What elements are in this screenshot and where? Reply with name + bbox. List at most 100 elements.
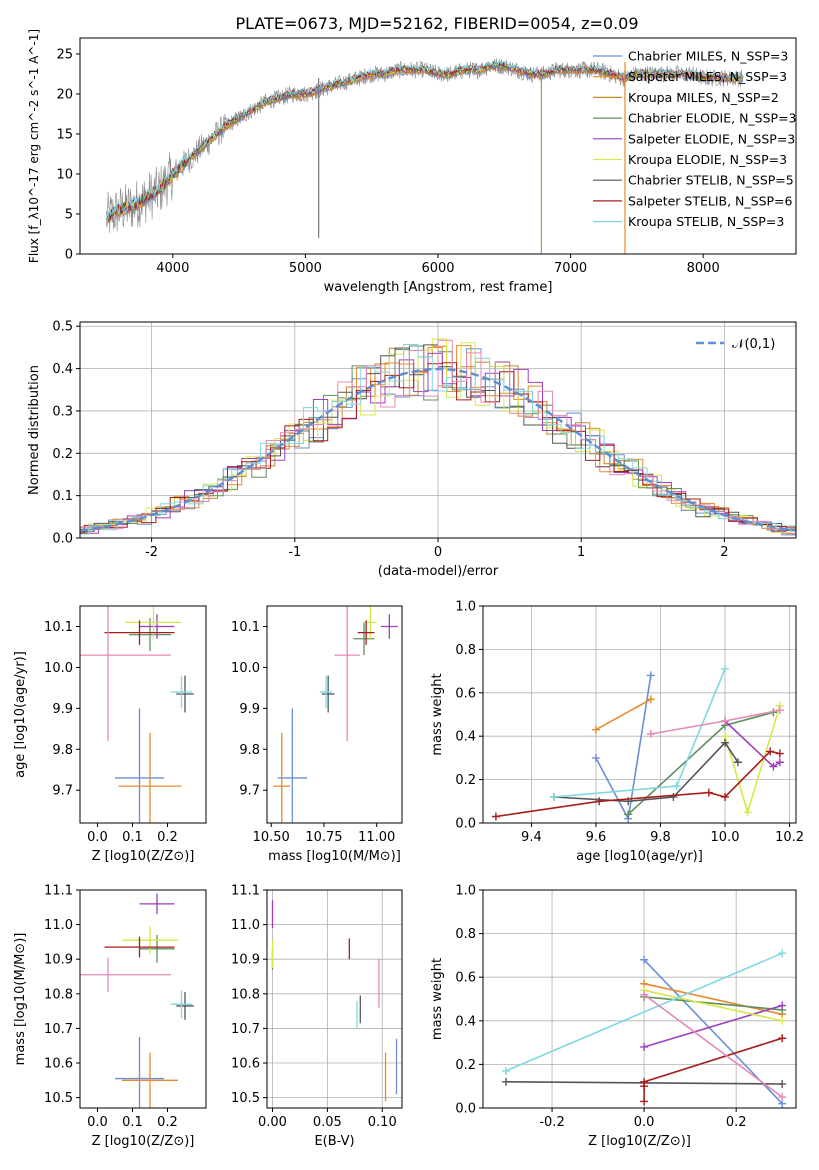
y-tick-label: 0.1 — [52, 489, 73, 504]
x-tick-label: -0.2 — [539, 1115, 564, 1130]
y-tick-label: 9.7 — [52, 784, 73, 799]
y-tick-label: 10.6 — [44, 1057, 73, 1072]
x-tick-label: -2 — [145, 545, 158, 560]
plus-marker — [721, 664, 730, 673]
axes-frame — [266, 889, 403, 1109]
plus-marker — [640, 1077, 649, 1086]
x-tick-label: 0.2 — [157, 1115, 178, 1130]
plus-marker — [704, 788, 713, 797]
x-tick-label: 0.2 — [157, 830, 178, 845]
legend-label: Kroupa ELODIE, N_SSP=3 — [628, 152, 787, 167]
y-axis-label: mass [log10(M/M⊙)] — [13, 933, 28, 1066]
y-tick-label: 25 — [56, 48, 73, 63]
plus-marker — [669, 792, 678, 801]
y-tick-label: 5 — [65, 208, 73, 223]
series-line — [643, 993, 783, 1098]
residuals-panel: -2 -1 0 1 2 0.0 0.1 0.2 0.3 0.4 0.5 (data-model)/er… — [27, 320, 797, 579]
y-tick-label: 0.3 — [52, 404, 73, 419]
y-tick-label: 15 — [56, 128, 73, 143]
y-tick-label: 10.8 — [231, 987, 260, 1002]
histogram-step — [80, 362, 796, 534]
plus-marker — [595, 797, 604, 806]
model-line — [106, 60, 744, 221]
y-tick-label: 10.0 — [231, 661, 260, 676]
plus-marker — [591, 725, 600, 734]
legend-label: Chabrier STELIB, N_SSP=5 — [628, 173, 794, 188]
x-tick-label: -1 — [288, 545, 301, 560]
y-tick-label: 0.8 — [455, 643, 476, 658]
plus-marker — [778, 1016, 787, 1025]
model-line — [106, 59, 744, 220]
legend-label: Salpeter STELIB, N_SSP=6 — [628, 193, 793, 208]
y-axis-label: age [log10(age/yr)] — [13, 651, 28, 778]
plus-marker — [646, 671, 655, 680]
plot-area — [80, 338, 796, 536]
plus-marker — [646, 695, 655, 704]
y-tick-label: 10.5 — [231, 1091, 260, 1106]
x-tick-label: 11.00 — [358, 830, 395, 845]
y-tick-label: 10.9 — [44, 953, 73, 968]
axes-frame — [266, 605, 403, 824]
plus-marker — [733, 758, 742, 767]
axes-frame — [482, 889, 797, 1109]
y-tick-label: 10.7 — [44, 1022, 73, 1037]
x-tick-label: 0.0 — [87, 830, 108, 845]
plus-marker — [549, 792, 558, 801]
y-axis-label: Flux [f_λ10^-17 erg cm^-2 s^-1 A^-1] — [27, 29, 41, 263]
gaussian-curve — [80, 367, 796, 532]
legend-label: Kroupa STELIB, N_SSP=3 — [628, 214, 784, 229]
histogram-step — [80, 344, 796, 535]
plot-area — [271, 900, 398, 1102]
plus-marker — [721, 717, 730, 726]
plus-marker — [640, 990, 649, 999]
x-tick-label: 4000 — [156, 261, 189, 276]
x-tick-label: 0.00 — [258, 1115, 287, 1130]
y-tick-label: 0.0 — [52, 532, 73, 547]
massweight-vs-age-panel: 9.4 9.6 9.8 10.0 10.2 0.0 0.2 0.4 0.6 0.8 1.0 age [… — [430, 600, 804, 865]
plus-marker — [640, 955, 649, 964]
y-axis-label: mass weight — [430, 673, 445, 755]
x-axis-label: Z [log10(Z/Z⊙)] — [92, 849, 195, 864]
series-line — [595, 698, 652, 731]
plus-marker — [640, 1097, 649, 1106]
figure-title: PLATE=0673, MJD=52162, FIBERID=0054, z=0… — [235, 14, 638, 33]
plus-marker — [775, 749, 784, 758]
y-tick-label: 10.9 — [231, 953, 260, 968]
plus-marker — [743, 808, 752, 817]
y-tick-label: 20 — [56, 88, 73, 103]
x-tick-label: 2 — [720, 545, 728, 560]
x-tick-label: 0.1 — [122, 1115, 143, 1130]
plus-marker — [775, 706, 784, 715]
legend-label: Salpeter MILES, N_SSP=3 — [628, 69, 787, 84]
y-tick-label: 11.1 — [231, 884, 260, 899]
legend-label: 𝒩(0,1) — [732, 337, 775, 352]
x-tick-label: 0.10 — [368, 1115, 397, 1130]
plus-marker — [775, 758, 784, 767]
axes-frame — [482, 605, 797, 824]
x-tick-label: 9.8 — [650, 830, 671, 845]
y-tick-label: 0.0 — [455, 1102, 476, 1117]
mass-vs-ebv-panel: 0.00 0.05 0.10 10.5 10.6 10.7 10.8 10.9 11.0 11.1… — [231, 884, 403, 1149]
axes-frame — [79, 605, 207, 824]
y-axis-label: mass weight — [430, 958, 445, 1040]
y-tick-label: 0.4 — [52, 362, 73, 377]
x-tick-label: 0.0 — [87, 1115, 108, 1130]
y-tick-label: 9.7 — [239, 784, 260, 799]
y-tick-label: 9.8 — [52, 743, 73, 758]
series-line — [724, 705, 781, 815]
y-tick-label: 9.9 — [52, 702, 73, 717]
x-axis-label: wavelength [Angstrom, rest frame] — [324, 280, 553, 295]
x-tick-label: 10.50 — [253, 830, 290, 845]
y-tick-label: 11.0 — [44, 918, 73, 933]
series-line — [505, 952, 783, 1072]
y-tick-label: 1.0 — [455, 884, 476, 899]
x-tick-label: 10.75 — [305, 830, 342, 845]
plus-marker — [769, 762, 778, 771]
plot-area — [502, 949, 787, 1108]
series-line — [643, 1004, 783, 1048]
legend-label: Salpeter ELODIE, N_SSP=3 — [628, 131, 795, 146]
series-line — [644, 996, 783, 1011]
plus-marker — [778, 949, 787, 958]
y-tick-label: 10 — [56, 168, 73, 183]
